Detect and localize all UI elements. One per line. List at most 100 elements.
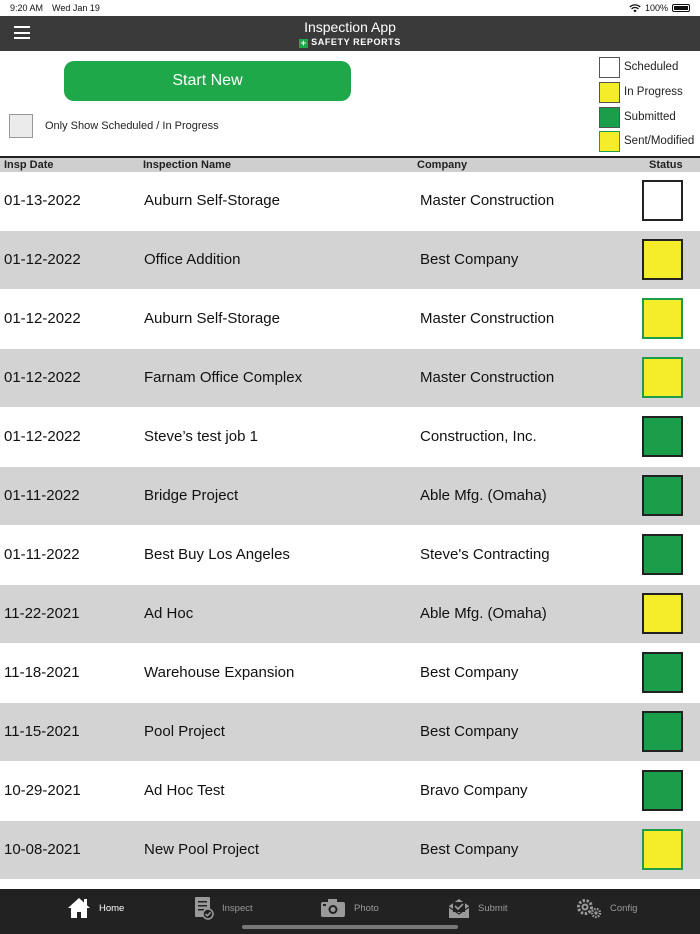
gears-icon: [577, 899, 602, 919]
tab-bar: Home Inspect Photo Submit: [0, 889, 700, 934]
table-row[interactable]: 01-11-2022 Best Buy Los Angeles Steve's …: [0, 526, 700, 584]
row-company: Master Construction: [420, 369, 555, 386]
row-date: 01-11-2022: [4, 546, 80, 563]
battery-icon: [672, 4, 690, 12]
table-row[interactable]: 01-13-2022 Auburn Self-Storage Master Co…: [0, 172, 700, 230]
status-indicator: [642, 534, 683, 575]
table-row[interactable]: 01-11-2022 Bridge Project Able Mfg. (Oma…: [0, 467, 700, 525]
tab-submit[interactable]: Submit: [448, 889, 508, 927]
legend-label: In Progress: [624, 86, 683, 98]
status-indicator: [642, 711, 683, 752]
wifi-icon: [629, 3, 641, 12]
row-company: Best Company: [420, 723, 519, 740]
row-company: Best Company: [420, 841, 519, 858]
table-row[interactable]: 01-12-2022 Office Addition Best Company: [0, 231, 700, 289]
table-row[interactable]: 01-12-2022 Steve’s test job 1 Constructi…: [0, 408, 700, 466]
row-name: Auburn Self-Storage: [144, 192, 280, 209]
tab-label: Photo: [354, 902, 379, 914]
plus-icon: +: [299, 38, 309, 48]
tab-label: Inspect: [222, 902, 253, 914]
status-date: Wed Jan 19: [52, 3, 100, 13]
row-name: Office Addition: [144, 251, 241, 268]
row-date: 01-13-2022: [4, 192, 81, 209]
table-row[interactable]: 01-12-2022 Auburn Self-Storage Master Co…: [0, 290, 700, 348]
row-company: Bravo Company: [420, 782, 528, 799]
table-divider: [0, 156, 700, 158]
status-time: 9:20 AM: [10, 3, 44, 13]
status-indicator: [642, 357, 683, 398]
legend-item-scheduled: Scheduled: [599, 57, 699, 78]
row-date: 10-08-2021: [4, 841, 81, 858]
legend-label: Sent/Modified: [624, 135, 695, 147]
tab-config[interactable]: Config: [576, 889, 637, 927]
row-date: 01-11-2022: [4, 487, 80, 504]
row-name: Best Buy Los Angeles: [144, 546, 290, 563]
row-name: New Pool Project: [144, 841, 260, 858]
status-right: 100%: [629, 3, 690, 13]
menu-icon[interactable]: [14, 26, 30, 39]
legend-label: Submitted: [624, 111, 676, 123]
status-indicator: [642, 652, 683, 693]
row-name: Ad Hoc Test: [144, 782, 225, 799]
row-company: Master Construction: [420, 310, 555, 327]
row-date: 01-12-2022: [4, 310, 81, 327]
envelope-icon: [448, 899, 470, 918]
table-row[interactable]: 01-12-2022 Farnam Office Complex Master …: [0, 349, 700, 407]
row-date: 11-18-2021: [4, 664, 80, 681]
row-name: Pool Project: [144, 723, 225, 740]
legend-swatch: [599, 82, 620, 103]
legend-item-in-progress: In Progress: [599, 82, 699, 103]
tab-photo[interactable]: Photo: [320, 889, 379, 927]
brand-name: SAFETY REPORTS: [311, 37, 401, 47]
camera-icon: [321, 899, 345, 917]
status-indicator: [642, 475, 683, 516]
column-header-name: Inspection Name: [143, 159, 232, 171]
legend-swatch: [599, 57, 620, 78]
tab-label: Submit: [478, 902, 508, 914]
app-title: Inspection App: [304, 19, 396, 35]
table-row[interactable]: 10-08-2021 New Pool Project Best Company: [0, 821, 700, 879]
status-indicator: [642, 593, 683, 634]
row-name: Warehouse Expansion: [144, 664, 295, 681]
status-indicator: [642, 180, 683, 221]
row-name: Auburn Self-Storage: [144, 310, 280, 327]
row-company: Able Mfg. (Omaha): [420, 605, 547, 622]
table-header: Insp Date Inspection Name Company Status: [0, 158, 700, 172]
start-new-button[interactable]: Start New: [64, 61, 351, 101]
row-date: 11-15-2021: [4, 723, 80, 740]
tab-inspect[interactable]: Inspect: [194, 889, 253, 927]
table-row[interactable]: 10-29-2021 Ad Hoc Test Bravo Company: [0, 762, 700, 820]
table-row[interactable]: 11-22-2021 Ad Hoc Able Mfg. (Omaha): [0, 585, 700, 643]
table-row[interactable]: 11-15-2021 Pool Project Best Company: [0, 703, 700, 761]
status-indicator: [642, 239, 683, 280]
column-header-status: Status: [649, 159, 683, 171]
row-company: Able Mfg. (Omaha): [420, 487, 547, 504]
status-indicator: [642, 416, 683, 457]
row-name: Bridge Project: [144, 487, 239, 504]
clipboard-check-icon: [195, 897, 214, 920]
row-date: 01-12-2022: [4, 251, 81, 268]
filter-checkbox[interactable]: [9, 114, 33, 138]
row-company: Construction, Inc.: [420, 428, 537, 445]
legend-swatch: [599, 107, 620, 128]
row-date: 11-22-2021: [4, 605, 80, 622]
brand-logo: + SAFETY REPORTS: [0, 37, 700, 48]
status-indicator: [642, 298, 683, 339]
row-company: Best Company: [420, 251, 519, 268]
status-indicator: [642, 829, 683, 870]
home-indicator: [242, 925, 458, 929]
tab-home[interactable]: Home: [67, 889, 124, 927]
column-header-company: Company: [417, 159, 468, 171]
row-company: Master Construction: [420, 192, 555, 209]
legend-swatch: [599, 131, 620, 152]
table-row[interactable]: 11-18-2021 Warehouse Expansion Best Comp…: [0, 644, 700, 702]
battery-percent: 100%: [644, 3, 668, 13]
filter-label: Only Show Scheduled / In Progress: [45, 120, 219, 132]
status-indicator: [642, 770, 683, 811]
app-header: Inspection App + SAFETY REPORTS: [0, 16, 700, 51]
legend-item-sent-modified: Sent/Modified: [599, 131, 699, 152]
tab-label: Config: [610, 902, 638, 914]
status-bar: 9:20 AM Wed Jan 19 100%: [0, 0, 700, 16]
row-company: Best Company: [420, 664, 519, 681]
row-company: Steve's Contracting: [420, 546, 550, 563]
